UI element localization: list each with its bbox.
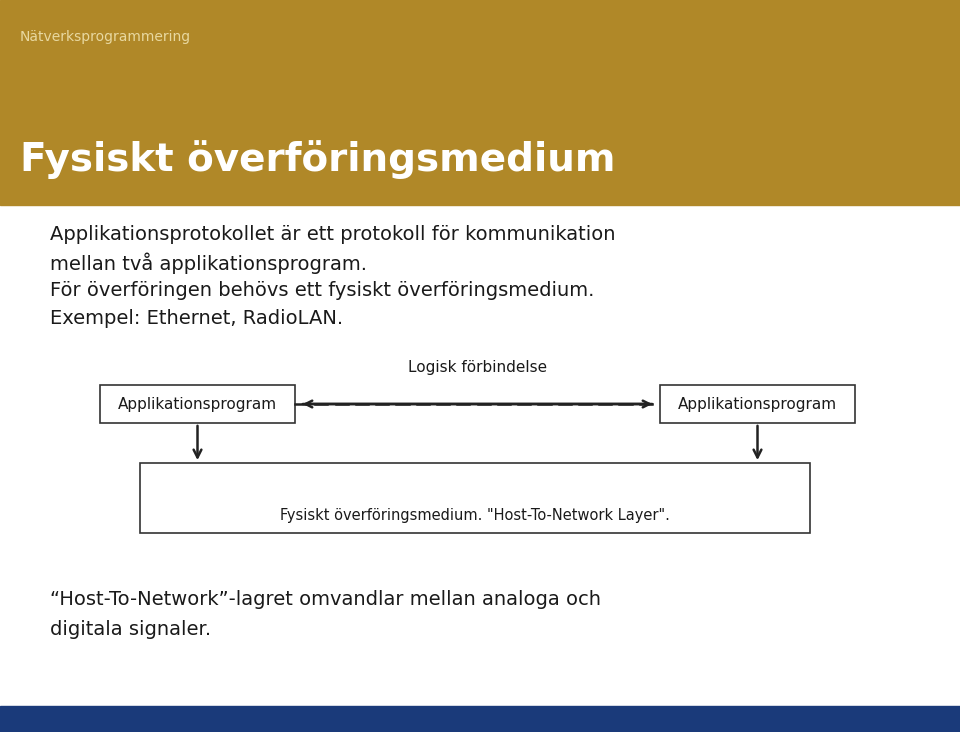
- Bar: [0, 706, 960, 732]
- Text: Fysiskt överföringsmedium: Fysiskt överföringsmedium: [20, 141, 615, 179]
- Bar: [100, 385, 295, 423]
- Text: mellan två applikationsprogram.: mellan två applikationsprogram.: [50, 253, 367, 274]
- Text: Logisk förbindelse: Logisk förbindelse: [408, 360, 547, 375]
- Text: Fysiskt överföringsmedium. "Host-To-Network Layer".: Fysiskt överföringsmedium. "Host-To-Netw…: [280, 508, 670, 523]
- Text: Applikationsprogram: Applikationsprogram: [118, 397, 277, 411]
- Text: digitala signaler.: digitala signaler.: [50, 620, 211, 639]
- Text: Applikationsprogram: Applikationsprogram: [678, 397, 837, 411]
- Text: För överföringen behövs ett fysiskt överföringsmedium.: För överföringen behövs ett fysiskt över…: [50, 281, 594, 300]
- Bar: [140, 463, 810, 533]
- Text: “Host-To-Network”-lagret omvandlar mellan analoga och: “Host-To-Network”-lagret omvandlar mella…: [50, 590, 601, 609]
- Text: Applikationsprotokollet är ett protokoll för kommunikation: Applikationsprotokollet är ett protokoll…: [50, 225, 615, 244]
- Text: Nätverksprogrammering: Nätverksprogrammering: [20, 30, 191, 44]
- Bar: [660, 385, 855, 423]
- Text: Exempel: Ethernet, RadioLAN.: Exempel: Ethernet, RadioLAN.: [50, 309, 343, 328]
- Bar: [0, 0, 960, 205]
